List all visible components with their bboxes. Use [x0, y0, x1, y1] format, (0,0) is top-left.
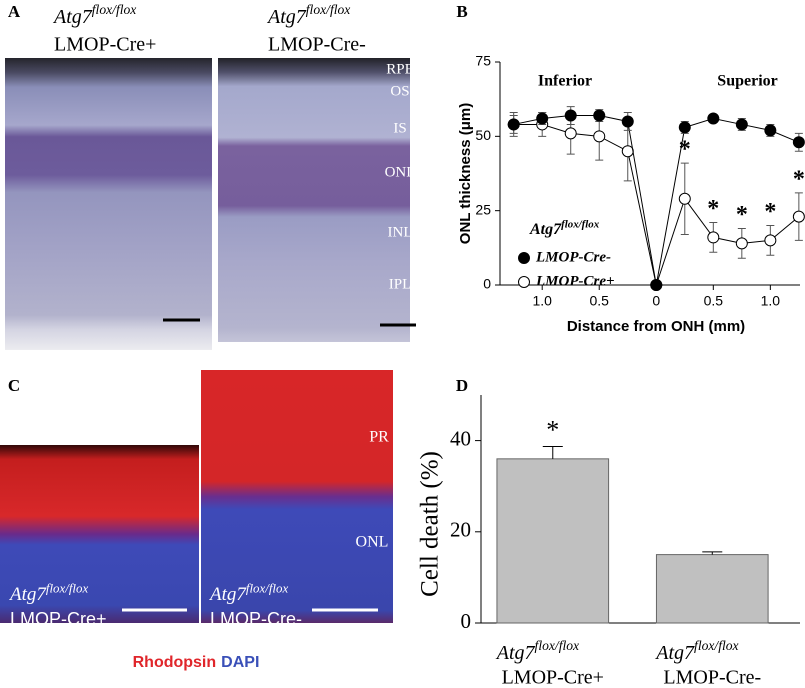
genotype: Atg7flox/flox [266, 2, 350, 27]
layer-label: OS [390, 83, 409, 99]
gene: Atg7 [495, 642, 536, 664]
genotype-line: LMOP-Cre- [210, 609, 302, 629]
bar [496, 458, 610, 624]
error-bar [542, 446, 563, 459]
x-axis-label: Distance from ONH (mm) [567, 318, 745, 335]
x-tick-label: 0 [652, 293, 660, 309]
data-point [507, 118, 520, 131]
legend-marker [518, 252, 530, 264]
genotype-line: LMOP-Cre+ [10, 609, 107, 629]
data-point [650, 279, 663, 291]
genotype: Atg7flox/flox [495, 638, 579, 663]
data-point [678, 121, 691, 134]
gene: Atg7 [654, 642, 695, 664]
gene: Atg7 [8, 584, 47, 605]
gene: Atg7 [266, 6, 307, 28]
genotype-line: LMOP-Cre+ [54, 34, 156, 56]
legend-label: LMOP-Cre- [535, 249, 611, 265]
y-tick-label: 20 [450, 518, 471, 542]
allele: flox/flox [694, 638, 739, 653]
data-point [593, 130, 606, 143]
genotype-line: LMOP-Cre- [268, 34, 366, 56]
gene: Atg7 [208, 584, 247, 605]
stain-name: DAPI [221, 654, 259, 671]
data-point [593, 109, 606, 122]
allele: flox/flox [535, 638, 580, 653]
genotype: Atg7flox/flox [8, 580, 88, 605]
data-point [792, 136, 805, 149]
data-point [621, 145, 634, 158]
allele: flox/flox [561, 218, 600, 230]
y-tick-label: 0 [483, 276, 491, 292]
genotype: Atg7flox/flox [208, 580, 288, 605]
micrograph [0, 445, 199, 623]
data-point [564, 109, 577, 122]
layer-label: PR [369, 429, 389, 446]
region-label: Inferior [538, 73, 592, 90]
y-tick-label: 50 [475, 127, 491, 143]
panel-label: A [8, 2, 21, 21]
allele: flox/flox [306, 2, 351, 17]
allele: flox/flox [246, 580, 289, 595]
legend-marker [518, 276, 530, 288]
panel-label: C [8, 376, 20, 395]
genotype: Atg7flox/flox [52, 2, 136, 27]
data-point [764, 124, 777, 137]
data-point [735, 237, 748, 250]
y-tick-label: 0 [461, 609, 472, 633]
stain-legend: Rhodopsin DAPI [133, 654, 260, 671]
layer-label: ONL [385, 164, 416, 180]
gene: Atg7 [52, 6, 93, 28]
legend-label: LMOP-Cre+ [535, 273, 615, 289]
annotation: * [764, 199, 776, 225]
panel-label: B [456, 2, 467, 21]
data-point [536, 112, 549, 125]
data-point [707, 112, 720, 125]
data-point [764, 234, 777, 247]
annotation: * [707, 196, 719, 222]
layer-label: IPL [389, 276, 412, 292]
annotation: * [736, 202, 748, 228]
y-axis-label: Cell death (%) [417, 451, 444, 597]
x-tick-label: LMOP-Cre- [663, 667, 761, 688]
data-point [735, 118, 748, 131]
y-tick-label: 25 [475, 201, 491, 217]
bar [655, 554, 769, 624]
x-tick-label: 1.0 [532, 293, 552, 309]
layer-label: RPE [386, 61, 414, 77]
data-point [621, 115, 634, 128]
micrograph [218, 58, 410, 342]
annotation: * [793, 166, 805, 192]
layer-label: ONL [356, 534, 389, 551]
data-point [792, 210, 805, 223]
annotation: * [546, 415, 559, 444]
micrograph [5, 58, 212, 350]
region-label: Superior [717, 73, 777, 90]
y-axis-label: ONL thickness (μm) [457, 103, 474, 244]
data-point [707, 231, 720, 244]
genotype: Atg7flox/flox [654, 638, 738, 663]
y-tick-label: 75 [475, 53, 491, 69]
layer-label: INL [388, 224, 413, 240]
y-tick-label: 40 [450, 426, 471, 450]
x-tick-label: 0.5 [590, 293, 610, 309]
x-tick-label: LMOP-Cre+ [502, 667, 604, 688]
allele: flox/flox [46, 580, 89, 595]
x-tick-label: 1.0 [761, 293, 781, 309]
gene: Atg7 [529, 221, 562, 238]
allele: flox/flox [92, 2, 137, 17]
panel-label: D [456, 376, 468, 395]
data-point [678, 192, 691, 205]
annotation: * [679, 137, 691, 163]
layer-label: IS [393, 120, 406, 136]
error-bar [702, 551, 723, 555]
genotype: Atg7flox/flox [529, 218, 600, 238]
data-point [564, 127, 577, 140]
x-tick-label: 0.5 [704, 293, 724, 309]
stain-name: Rhodopsin [133, 654, 217, 671]
micrograph [201, 370, 393, 623]
